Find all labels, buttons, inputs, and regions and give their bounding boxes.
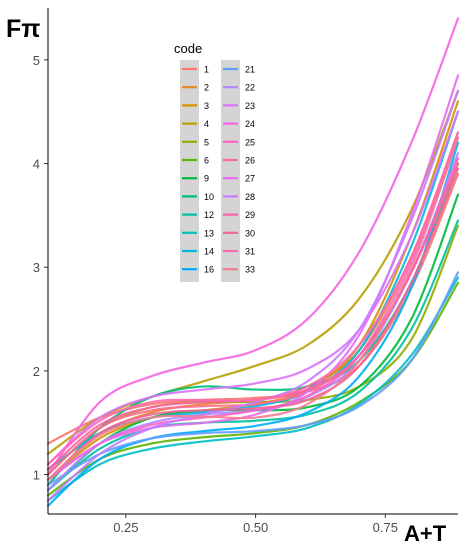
legend-item-4: 4 xyxy=(182,119,209,129)
legend-item-23: 23 xyxy=(223,101,255,111)
legend-key-panel-right xyxy=(221,60,240,282)
y-tick-label: 5 xyxy=(33,53,40,68)
legend-title: code xyxy=(174,41,202,56)
y-tick-label: 3 xyxy=(33,260,40,275)
y-axis-title: Fπ xyxy=(6,15,40,43)
legend-item-25: 25 xyxy=(223,137,255,147)
legend-item-30: 30 xyxy=(223,228,255,238)
legend-label-30: 30 xyxy=(245,228,255,238)
legend-item-10: 10 xyxy=(182,192,214,202)
legend-item-14: 14 xyxy=(182,247,214,257)
series-line-23 xyxy=(46,110,460,466)
legend-item-13: 13 xyxy=(182,228,214,238)
x-tick-label: 0.25 xyxy=(113,520,138,535)
legend-items: 1234569101213141621222324252627282930313… xyxy=(182,65,255,275)
x-axis-title: A+T xyxy=(404,521,447,546)
legend-label-29: 29 xyxy=(245,210,255,220)
legend-item-28: 28 xyxy=(223,192,255,202)
legend-item-33: 33 xyxy=(223,265,255,275)
legend-label-27: 27 xyxy=(245,174,255,184)
legend-label-23: 23 xyxy=(245,101,255,111)
legend-label-31: 31 xyxy=(245,247,255,257)
legend-label-26: 26 xyxy=(245,156,255,166)
legend-item-1: 1 xyxy=(182,65,209,75)
legend-item-27: 27 xyxy=(223,174,255,184)
series-line-30 xyxy=(46,167,460,481)
legend-label-13: 13 xyxy=(204,228,214,238)
legend-item-5: 5 xyxy=(182,137,209,147)
legend-item-26: 26 xyxy=(223,156,255,166)
series-line-9 xyxy=(46,193,460,492)
y-tick-label: 4 xyxy=(33,157,40,172)
legend-label-24: 24 xyxy=(245,119,255,129)
legend-item-6: 6 xyxy=(182,156,209,166)
legend-item-9: 9 xyxy=(182,174,209,184)
legend-label-1: 1 xyxy=(204,65,209,75)
legend-item-24: 24 xyxy=(223,119,255,129)
legend-key-panel-left xyxy=(180,60,199,282)
series-line-13 xyxy=(46,276,460,502)
y-tick-label: 1 xyxy=(33,468,40,483)
legend-item-12: 12 xyxy=(182,210,214,220)
series-line-21 xyxy=(46,271,460,487)
legend-item-16: 16 xyxy=(182,265,214,275)
legend-label-2: 2 xyxy=(204,83,209,93)
series-line-4 xyxy=(46,89,460,455)
legend-label-25: 25 xyxy=(245,137,255,147)
legend-label-22: 22 xyxy=(245,83,255,93)
legend-item-22: 22 xyxy=(223,83,255,93)
legend-item-21: 21 xyxy=(223,65,255,75)
series-line-33 xyxy=(46,136,460,481)
legend-label-9: 9 xyxy=(204,174,209,184)
legend: code 12345691012131416212223242526272829… xyxy=(174,41,255,282)
legend-label-21: 21 xyxy=(245,65,255,75)
x-tick-label: 0.50 xyxy=(243,520,268,535)
legend-label-12: 12 xyxy=(204,210,214,220)
series-line-12 xyxy=(46,219,460,492)
legend-label-5: 5 xyxy=(204,137,209,147)
x-axis-ticks: 0.25 0.50 0.75 xyxy=(113,514,398,535)
legend-item-29: 29 xyxy=(223,210,255,220)
series-line-16 xyxy=(46,141,460,507)
series-line-24 xyxy=(46,17,460,476)
legend-label-28: 28 xyxy=(245,192,255,202)
x-tick-label: 0.75 xyxy=(373,520,398,535)
legend-label-33: 33 xyxy=(245,265,255,275)
legend-item-31: 31 xyxy=(223,247,255,257)
y-tick-label: 2 xyxy=(33,364,40,379)
legend-label-4: 4 xyxy=(204,119,209,129)
legend-label-16: 16 xyxy=(204,265,214,275)
legend-label-3: 3 xyxy=(204,101,209,111)
legend-label-6: 6 xyxy=(204,156,209,166)
y-axis-ticks: 1 2 3 4 5 xyxy=(33,53,48,483)
legend-label-10: 10 xyxy=(204,192,214,202)
series-line-31 xyxy=(46,131,460,466)
legend-item-3: 3 xyxy=(182,101,209,111)
series-lines xyxy=(46,17,460,507)
legend-item-2: 2 xyxy=(182,83,209,93)
legend-label-14: 14 xyxy=(204,247,214,257)
